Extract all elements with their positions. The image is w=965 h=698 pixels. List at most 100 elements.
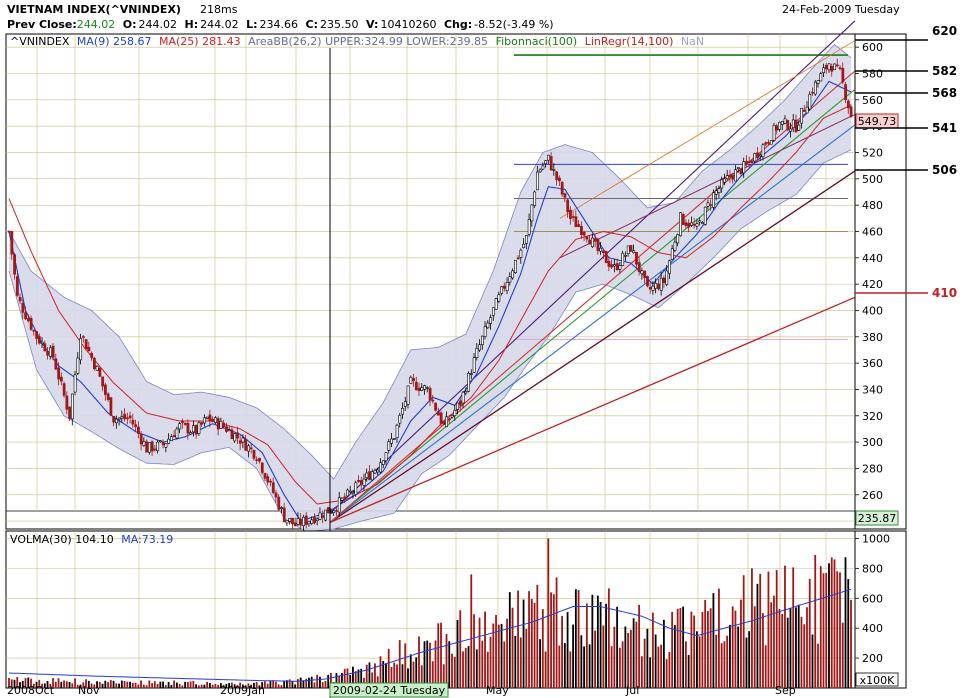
volume-bar <box>605 603 608 688</box>
volume-bar <box>839 572 841 688</box>
candle-body <box>35 331 39 339</box>
candle-body <box>104 384 107 395</box>
volume-bar <box>217 685 220 688</box>
legend-nan: NaN <box>681 35 704 48</box>
volume-bar <box>784 565 786 688</box>
candle-body <box>626 245 630 254</box>
candle-body <box>208 414 212 422</box>
volume-bar <box>291 681 294 688</box>
x-tick-label: Nov <box>78 684 100 697</box>
candle-body <box>827 63 831 71</box>
volume-bar <box>657 646 660 688</box>
volume-bar <box>107 682 109 688</box>
candle-body <box>742 161 746 174</box>
volume-bar <box>164 685 167 688</box>
volume-bar <box>109 680 112 688</box>
volume-bar <box>654 634 657 688</box>
volume-bar <box>797 604 800 688</box>
volume-bar <box>123 680 126 688</box>
volume-bar <box>635 621 638 688</box>
candle-body <box>7 230 11 233</box>
volume-bar <box>60 681 63 688</box>
volume-bar <box>475 649 478 688</box>
volume-bar <box>200 684 203 688</box>
x-tick-label: May <box>486 684 509 697</box>
close-value: 235.50 <box>320 18 359 31</box>
volume-bar <box>850 600 852 688</box>
volume-bar <box>431 661 434 688</box>
volume-bar <box>385 663 387 688</box>
volume-bar <box>57 678 60 688</box>
volume-bar <box>68 682 71 688</box>
volume-bar <box>134 682 137 688</box>
volma-label: VOLMA(30) 104.10 <box>10 533 114 546</box>
candle-body <box>585 236 589 240</box>
annotation-label: 568 <box>932 86 957 100</box>
candle-body <box>109 397 113 416</box>
candle-body <box>192 425 195 433</box>
candle-body <box>285 520 289 524</box>
candle-body <box>511 270 515 279</box>
volume-bar <box>283 680 286 688</box>
candle-body <box>588 239 592 245</box>
volume-bar <box>21 680 24 688</box>
volume-bar <box>748 631 751 688</box>
candle-body <box>178 423 182 430</box>
volume-tick-label: 600 <box>862 592 883 605</box>
volume-bar <box>382 660 385 688</box>
candle-body <box>425 387 429 389</box>
volume-tick-label: 800 <box>862 562 883 575</box>
volume-bar <box>599 601 602 688</box>
volume-bar <box>63 680 65 688</box>
candle-body <box>98 368 102 377</box>
candle-body <box>635 251 638 265</box>
candle-body <box>563 193 567 198</box>
candle-body <box>687 222 691 228</box>
close-label: C: <box>306 18 318 31</box>
candle-body <box>280 507 283 509</box>
volume-bar <box>429 642 431 688</box>
volume-bar <box>506 618 508 688</box>
volume-bar <box>437 623 440 688</box>
candle-body <box>780 121 784 125</box>
candle-body <box>670 248 674 260</box>
candle-body <box>62 383 66 396</box>
volume-bar <box>808 578 811 688</box>
trendline-orange <box>329 70 856 523</box>
high-value: 244.02 <box>200 18 239 31</box>
annotation-label: 582 <box>932 64 957 78</box>
volume-bar <box>616 606 619 688</box>
bollinger-area <box>9 44 851 532</box>
candle-body <box>593 238 597 242</box>
candle-body <box>70 393 74 420</box>
volume-bar <box>467 646 470 688</box>
volume-bar <box>767 571 770 688</box>
candle-body <box>230 429 234 440</box>
volume-bar <box>280 685 283 688</box>
candle-body <box>846 100 850 109</box>
volume-bar <box>52 678 54 688</box>
candle-body <box>494 298 498 310</box>
volume-bar <box>580 635 583 688</box>
volume-bar <box>90 683 93 688</box>
last-price-label: 549.73 <box>858 115 897 128</box>
candle-body <box>131 419 135 425</box>
volume-bar <box>41 683 43 688</box>
candle-body <box>549 156 553 171</box>
candle-body <box>838 67 842 70</box>
candle-body <box>200 422 204 425</box>
volume-bar <box>178 684 181 688</box>
candle-body <box>414 381 418 391</box>
x-axis: 2008Oct Nov 2009Jan May Jul Sep <box>7 684 796 697</box>
volume-unit: x100K <box>860 674 896 687</box>
candle-body <box>813 81 817 95</box>
volume-bar <box>148 680 151 688</box>
volume-bar <box>544 651 547 688</box>
candle-body <box>673 241 677 251</box>
volume-bar <box>718 588 720 688</box>
candle-body <box>128 415 132 419</box>
volume-bar <box>723 641 726 688</box>
candle-body <box>712 192 715 208</box>
candle-body <box>723 178 726 183</box>
